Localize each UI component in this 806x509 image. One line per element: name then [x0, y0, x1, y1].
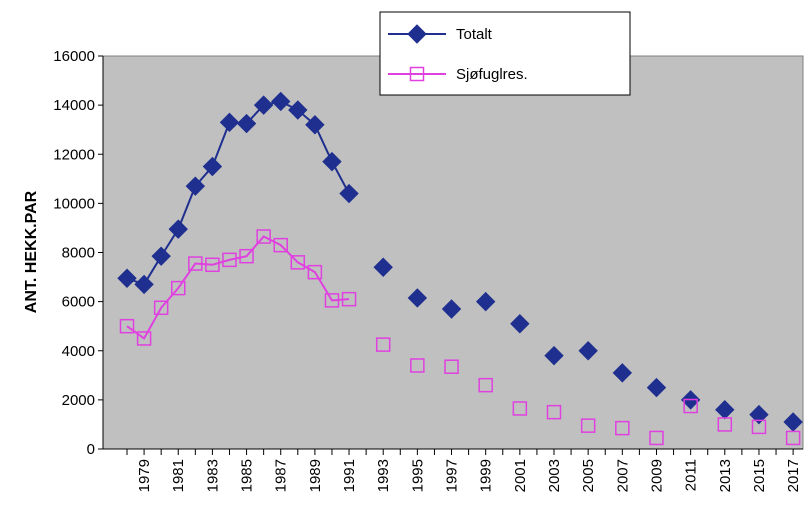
y-tick-label: 2000 — [62, 392, 95, 409]
x-tick-label: 2001 — [512, 459, 529, 492]
diamond-marker — [715, 399, 735, 420]
diamond-marker — [578, 341, 598, 361]
square-marker — [222, 252, 237, 268]
x-tick-label: 1979 — [136, 459, 153, 492]
x-tick-label: 1991 — [341, 459, 358, 492]
x-tick-label: 2003 — [546, 459, 563, 492]
x-tick-label: 1981 — [170, 459, 187, 492]
legend-label: Sjøfuglres. — [456, 66, 528, 83]
square-marker — [512, 401, 528, 416]
square-marker — [256, 229, 271, 244]
x-tick-label: 2009 — [648, 459, 665, 492]
legend-label: Totalt — [456, 26, 493, 43]
y-tick-label: 0 — [87, 441, 95, 458]
diamond-marker — [544, 345, 564, 366]
square-marker — [273, 237, 288, 253]
square-marker — [444, 359, 459, 374]
y-tick-label: 8000 — [62, 245, 95, 262]
diamond-marker — [253, 95, 274, 115]
diamond-marker — [288, 100, 308, 120]
square-marker — [785, 430, 801, 446]
x-tick-label: 1993 — [375, 459, 392, 492]
square-marker — [136, 331, 152, 346]
diamond-marker — [168, 219, 188, 239]
diamond-marker — [510, 314, 530, 334]
x-tick-label: 1983 — [204, 459, 221, 492]
y-tick-label: 6000 — [62, 294, 95, 311]
square-marker — [239, 248, 254, 264]
diamond-marker — [202, 156, 223, 177]
y-tick-label: 16000 — [53, 48, 95, 65]
square-marker — [205, 257, 220, 273]
square-marker — [170, 280, 186, 296]
x-tick-label: 2015 — [751, 459, 768, 492]
x-tick-label: 1989 — [307, 459, 324, 492]
diamond-marker — [441, 299, 462, 319]
diamond-marker — [271, 91, 291, 112]
diamond-marker — [185, 176, 206, 196]
diamond-marker — [373, 257, 393, 277]
diamond-marker — [407, 288, 428, 308]
diamond-marker — [407, 24, 427, 44]
square-marker — [580, 418, 596, 433]
square-marker — [649, 430, 664, 446]
square-marker — [717, 417, 733, 432]
diamond-marker — [612, 363, 633, 383]
diamond-marker — [749, 404, 769, 425]
diamond-marker — [646, 377, 667, 398]
square-marker — [153, 300, 169, 316]
diamond-marker — [322, 151, 342, 172]
square-marker — [615, 420, 630, 436]
square-marker — [751, 419, 767, 435]
x-tick-label: 2007 — [614, 459, 631, 492]
square-marker — [478, 377, 493, 393]
square-marker — [546, 404, 562, 420]
diamond-marker — [236, 113, 257, 134]
square-marker — [683, 398, 698, 414]
x-tick-label: 1985 — [239, 459, 256, 492]
diamond-marker — [475, 291, 496, 312]
x-tick-label: 1997 — [444, 459, 461, 492]
y-tick-label: 4000 — [62, 343, 95, 360]
diamond-marker — [117, 268, 137, 288]
diamond-marker — [219, 112, 240, 133]
y-axis-title: ANT. HEKK.PAR — [23, 190, 40, 313]
square-marker — [341, 291, 357, 307]
square-marker — [119, 318, 135, 334]
square-marker — [188, 256, 203, 271]
square-marker — [375, 337, 391, 352]
square-marker — [410, 358, 425, 373]
x-tick-label: 1995 — [409, 459, 426, 492]
y-tick-label: 14000 — [53, 97, 95, 114]
square-marker — [307, 264, 323, 280]
x-tick-label: 2013 — [717, 459, 734, 492]
x-tick-label: 1999 — [478, 459, 495, 492]
x-tick-label: 2005 — [580, 459, 597, 492]
x-tick-label: 1987 — [273, 459, 290, 492]
diamond-marker — [339, 183, 359, 204]
square-marker — [409, 66, 425, 82]
y-tick-label: 12000 — [53, 146, 95, 163]
diamond-marker — [151, 246, 171, 266]
diamond-marker — [134, 274, 154, 295]
y-tick-label: 10000 — [53, 195, 95, 212]
x-tick-label: 2011 — [683, 459, 700, 491]
square-marker — [290, 255, 306, 270]
square-marker — [324, 293, 340, 308]
plot-area — [102, 55, 804, 450]
x-tick-label: 2017 — [785, 459, 802, 492]
diamond-marker — [305, 115, 325, 135]
